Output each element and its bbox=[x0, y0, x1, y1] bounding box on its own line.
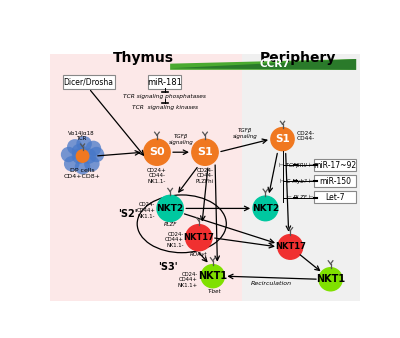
Text: miR-150: miR-150 bbox=[319, 177, 351, 186]
Text: TGFβ
signaling: TGFβ signaling bbox=[233, 128, 258, 139]
Text: DP cells
CD4+CD8+: DP cells CD4+CD8+ bbox=[64, 168, 101, 179]
Text: CD24-
CD44+
NK1.1-: CD24- CD44+ NK1.1- bbox=[136, 202, 155, 219]
Text: TCR  signaling kinases: TCR signaling kinases bbox=[132, 105, 198, 110]
Text: miR-181: miR-181 bbox=[147, 78, 182, 87]
Text: S1: S1 bbox=[197, 147, 213, 157]
Text: T-bet: T-bet bbox=[208, 289, 221, 294]
Text: NKT2: NKT2 bbox=[156, 204, 184, 213]
Text: CCR7: CCR7 bbox=[260, 59, 290, 69]
Text: S1: S1 bbox=[275, 134, 290, 144]
Circle shape bbox=[81, 148, 96, 164]
Circle shape bbox=[319, 268, 342, 291]
Text: PLZF: PLZF bbox=[164, 222, 177, 227]
FancyBboxPatch shape bbox=[148, 75, 181, 90]
Text: CD24+
CD44-
NK1.1-: CD24+ CD44- NK1.1- bbox=[147, 168, 167, 184]
Circle shape bbox=[76, 136, 92, 151]
Text: Periphery: Periphery bbox=[260, 51, 336, 65]
Text: S0: S0 bbox=[149, 147, 165, 157]
Text: Thymus: Thymus bbox=[112, 51, 174, 65]
Text: NKT1: NKT1 bbox=[316, 274, 345, 284]
Circle shape bbox=[72, 144, 87, 159]
Circle shape bbox=[278, 235, 303, 259]
Circle shape bbox=[253, 196, 278, 221]
Circle shape bbox=[64, 156, 80, 171]
Text: TCR signaling phosphatases: TCR signaling phosphatases bbox=[123, 94, 206, 99]
Text: ⊢ TGFβRII ⊢: ⊢ TGFβRII ⊢ bbox=[279, 163, 314, 168]
Circle shape bbox=[157, 195, 183, 221]
Circle shape bbox=[89, 147, 104, 162]
Text: ⊢ PLZF ⊢: ⊢ PLZF ⊢ bbox=[287, 195, 314, 200]
Text: NKT1: NKT1 bbox=[198, 271, 227, 281]
Bar bbox=[242, 54, 360, 301]
Circle shape bbox=[75, 159, 90, 174]
Circle shape bbox=[84, 156, 100, 171]
Text: ⊢ C-Myb? ⊢: ⊢ C-Myb? ⊢ bbox=[280, 179, 314, 184]
Circle shape bbox=[186, 224, 212, 251]
Text: NKT17: NKT17 bbox=[275, 242, 306, 251]
Circle shape bbox=[86, 141, 101, 156]
Circle shape bbox=[61, 147, 76, 162]
Text: CD24-
CD44+
NK1.1+: CD24- CD44+ NK1.1+ bbox=[178, 271, 198, 288]
Text: CD24-
CD44+
NK1.1-: CD24- CD44+ NK1.1- bbox=[165, 232, 184, 248]
Text: 'S3': 'S3' bbox=[158, 262, 178, 272]
Text: miR-17~92: miR-17~92 bbox=[314, 161, 357, 170]
Bar bbox=[50, 54, 242, 301]
FancyBboxPatch shape bbox=[314, 175, 356, 187]
Circle shape bbox=[201, 265, 224, 288]
Text: Recirculation: Recirculation bbox=[251, 281, 292, 286]
Text: CD24-
CD44-: CD24- CD44- bbox=[296, 131, 315, 141]
Text: Dicer/Drosha: Dicer/Drosha bbox=[64, 78, 114, 87]
FancyBboxPatch shape bbox=[314, 192, 356, 203]
Circle shape bbox=[72, 148, 87, 164]
FancyBboxPatch shape bbox=[63, 75, 116, 90]
Text: NKT17: NKT17 bbox=[183, 233, 214, 242]
Circle shape bbox=[76, 150, 89, 162]
Text: Vα14Jα18
TCR: Vα14Jα18 TCR bbox=[68, 130, 94, 141]
Text: CD24-
CD44-
PLZFhi: CD24- CD44- PLZFhi bbox=[196, 168, 214, 184]
Text: Let-7: Let-7 bbox=[326, 193, 345, 202]
Text: TGFβ
signaling: TGFβ signaling bbox=[169, 135, 193, 145]
Circle shape bbox=[271, 127, 294, 151]
Circle shape bbox=[144, 139, 170, 165]
FancyBboxPatch shape bbox=[314, 159, 356, 171]
Circle shape bbox=[67, 139, 82, 154]
Circle shape bbox=[192, 139, 218, 165]
Text: NKT2: NKT2 bbox=[252, 204, 279, 213]
Polygon shape bbox=[170, 59, 356, 70]
Text: RORγt: RORγt bbox=[190, 251, 208, 257]
Polygon shape bbox=[170, 59, 356, 70]
Text: 'S2': 'S2' bbox=[118, 209, 137, 219]
